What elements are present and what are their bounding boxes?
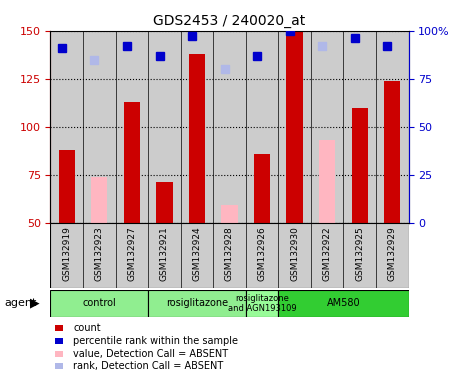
Bar [221, 205, 238, 223]
Text: GSM132927: GSM132927 [127, 226, 136, 281]
Text: GSM132922: GSM132922 [323, 226, 332, 281]
Bar [246, 31, 278, 223]
Text: GSM132930: GSM132930 [290, 226, 299, 281]
Bar [116, 31, 148, 223]
Bar [343, 31, 376, 223]
Bar [278, 290, 409, 317]
Bar [278, 31, 311, 223]
Text: rosiglitazone
and AGN193109: rosiglitazone and AGN193109 [228, 294, 297, 313]
Bar [213, 31, 246, 223]
Text: rank, Detection Call = ABSENT: rank, Detection Call = ABSENT [73, 361, 224, 371]
Text: GSM132924: GSM132924 [192, 226, 202, 281]
Text: rosiglitazone: rosiglitazone [166, 298, 228, 308]
Bar [50, 31, 83, 223]
Text: agent: agent [5, 298, 37, 308]
Text: value, Detection Call = ABSENT: value, Detection Call = ABSENT [73, 349, 229, 359]
Bar [246, 290, 278, 317]
Bar [59, 150, 75, 223]
Bar [189, 54, 205, 223]
Text: GSM132928: GSM132928 [225, 226, 234, 281]
Bar [181, 31, 213, 223]
Bar [319, 140, 335, 223]
Text: GSM132923: GSM132923 [95, 226, 104, 281]
Text: GSM132925: GSM132925 [355, 226, 364, 281]
Bar [156, 182, 173, 223]
Bar [148, 31, 181, 223]
Bar [148, 290, 246, 317]
Bar [376, 31, 409, 223]
Bar [83, 31, 116, 223]
Text: AM580: AM580 [327, 298, 360, 308]
Text: GSM132921: GSM132921 [160, 226, 169, 281]
Text: control: control [83, 298, 116, 308]
Text: GSM132919: GSM132919 [62, 226, 71, 281]
Bar [352, 108, 368, 223]
Bar [50, 290, 148, 317]
Text: GSM132929: GSM132929 [388, 226, 397, 281]
Text: count: count [73, 323, 101, 333]
Bar [311, 31, 343, 223]
Text: percentile rank within the sample: percentile rank within the sample [73, 336, 238, 346]
Bar [124, 102, 140, 223]
Title: GDS2453 / 240020_at: GDS2453 / 240020_at [153, 14, 306, 28]
Bar [91, 177, 107, 223]
Bar [384, 81, 400, 223]
Bar [286, 31, 303, 223]
Text: GSM132926: GSM132926 [257, 226, 267, 281]
Bar [254, 154, 270, 223]
Text: ▶: ▶ [30, 297, 39, 310]
